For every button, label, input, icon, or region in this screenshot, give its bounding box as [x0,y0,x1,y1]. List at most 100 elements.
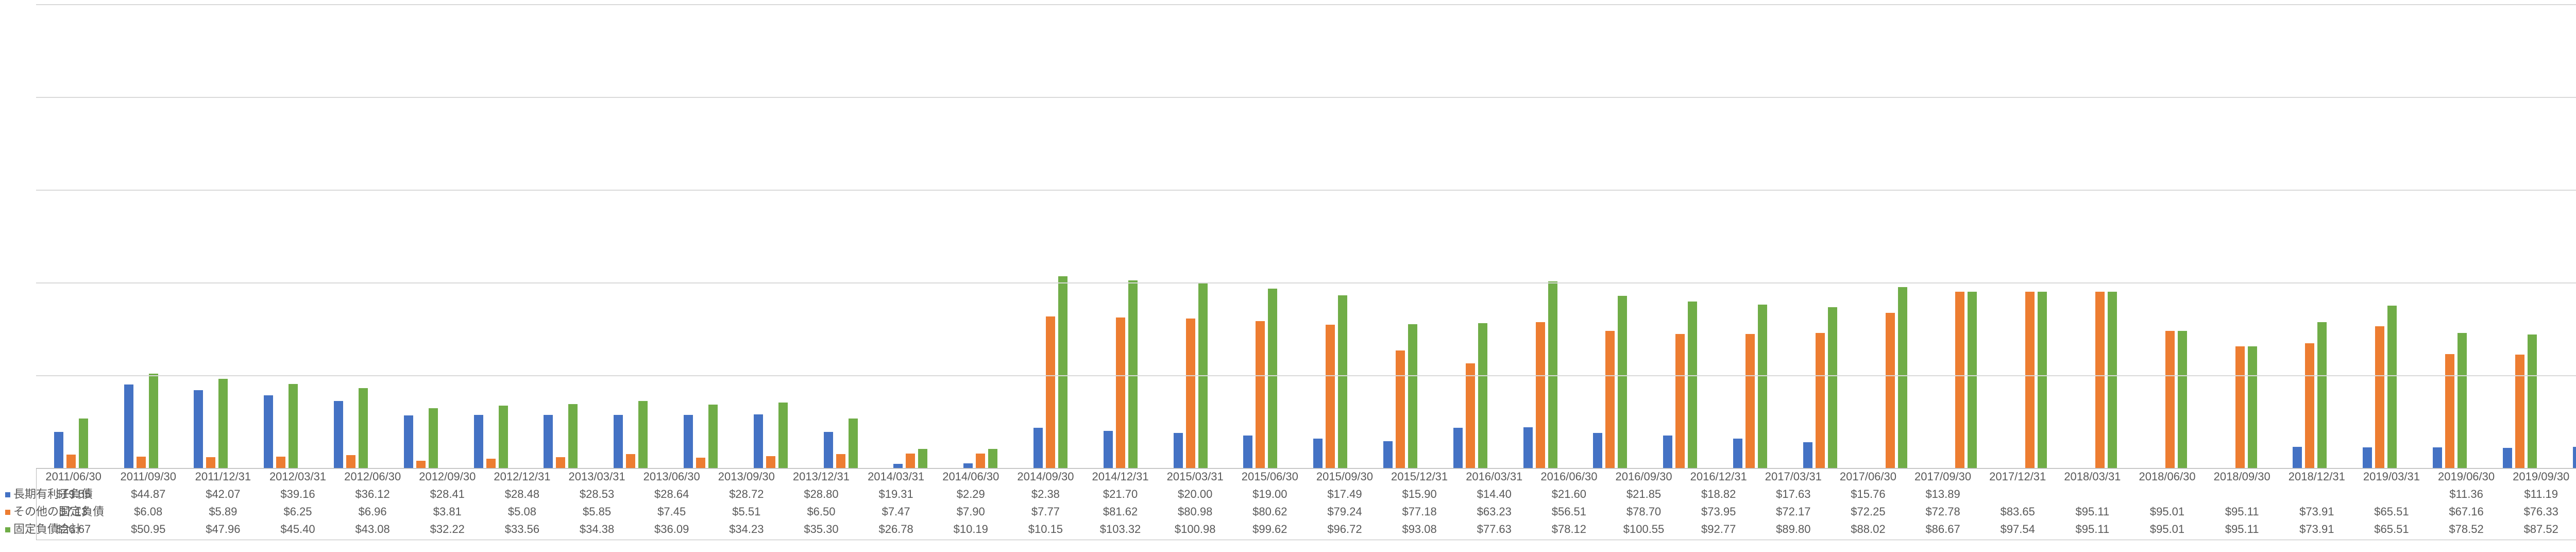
bar [499,406,508,468]
data-cell: $6.25 [260,503,335,521]
bar [824,432,833,468]
bar [79,419,88,468]
period-label: 2012/06/30 [335,468,410,486]
data-cell: $73.91 [2279,503,2354,521]
bar [1523,427,1533,468]
bar [544,415,553,468]
data-cell: $103.32 [1083,521,1158,538]
bar [264,395,273,468]
data-cell: $76.33 [2504,503,2576,521]
period-label: 2018/09/30 [2205,468,2279,486]
data-cell: $72.25 [1831,503,1905,521]
data-cell: $6.50 [784,503,858,521]
data-cell: $5.08 [485,503,560,521]
data-cell: $10.15 [1008,521,1083,538]
period-label: 2017/03/31 [1756,468,1831,486]
plot-area [36,4,2576,468]
bar [1745,334,1755,468]
bar [137,457,146,468]
bar [1466,363,1475,468]
bar [556,457,565,468]
period-label: 2015/12/31 [1382,468,1457,486]
data-cell: $80.98 [1158,503,1232,521]
data-cell: $65.51 [2354,521,2429,538]
data-cell: $83.65 [1980,503,2055,521]
data-cell: $63.23 [1457,503,1532,521]
data-cell: $39.16 [260,486,335,503]
bar [1046,316,1055,468]
bar [1803,442,1812,468]
bar [2445,354,2454,469]
bar [1268,289,1277,468]
period-label: 2016/09/30 [1606,468,1681,486]
period-label: 2011/09/30 [111,468,185,486]
period-label: 2017/12/31 [1980,468,2055,486]
period-label: 2017/06/30 [1831,468,1905,486]
bar [1968,292,1977,468]
bar [429,408,438,468]
period-label: 2012/09/30 [410,468,485,486]
data-cell: $73.91 [2279,521,2354,538]
data-cell: $73.95 [1681,503,1756,521]
data-cell: $14.40 [1457,486,1532,503]
bar [2433,447,2442,468]
data-cell: $11.19 [2504,486,2576,503]
data-cell: $17.63 [1756,486,1831,503]
data-cell: $95.11 [2055,503,2130,521]
bar [2375,326,2384,468]
bar [474,415,483,468]
bar [2503,448,2512,468]
data-cell: $72.78 [1906,503,1980,521]
period-label: 2014/09/30 [1008,468,1083,486]
data-cell: $15.76 [1831,486,1905,503]
data-cell: $20.00 [1158,486,1232,503]
bar [289,384,298,468]
data-cell: $28.72 [709,486,784,503]
bar [2235,346,2245,468]
data-cell: $2.38 [1008,486,1083,503]
data-cell: $35.30 [784,521,858,538]
data-cell: $10.19 [934,521,1008,538]
period-label: 2017/09/30 [1906,468,1980,486]
bar [1733,439,1742,468]
row-header-labels: 長期有利子負債その他の固定負債固定負債合計 [5,468,71,538]
bar [346,455,355,468]
bar [2178,331,2187,468]
bar [2108,292,2117,468]
bar [1758,305,1767,468]
data-cell: $5.89 [185,503,260,521]
data-cell: $5.51 [709,503,784,521]
data-cell: $28.64 [634,486,709,503]
square-icon [5,510,10,515]
bar [1816,333,1825,468]
data-cell [2055,486,2130,503]
data-cell: $100.55 [1606,521,1681,538]
data-cell: $28.80 [784,486,858,503]
data-cell [2354,486,2429,503]
period-label: 2015/06/30 [1232,468,1307,486]
bar [276,457,285,469]
data-cell: $18.82 [1681,486,1756,503]
bar [1243,436,1252,468]
bar [1453,428,1463,468]
bar [2095,292,2105,468]
data-cell: $21.70 [1083,486,1158,503]
bar [1663,436,1672,468]
data-cell: $2.29 [934,486,1008,503]
data-cell: $19.31 [859,486,934,503]
data-cell: $19.00 [1232,486,1307,503]
bar [2317,322,2327,468]
period-label: 2016/03/31 [1457,468,1532,486]
data-cell: $92.77 [1681,521,1756,538]
period-label: 2014/03/31 [859,468,934,486]
period-label: 2015/09/30 [1307,468,1382,486]
bar [1186,319,1195,468]
data-cell: $21.85 [1606,486,1681,503]
data-table: 2011/06/302011/09/302011/12/312012/03/31… [36,468,2576,538]
bar [194,390,203,468]
bar [568,404,578,468]
bar [1536,322,1545,468]
bar [206,457,215,468]
bar [2515,355,2524,468]
data-cell: $17.49 [1307,486,1382,503]
